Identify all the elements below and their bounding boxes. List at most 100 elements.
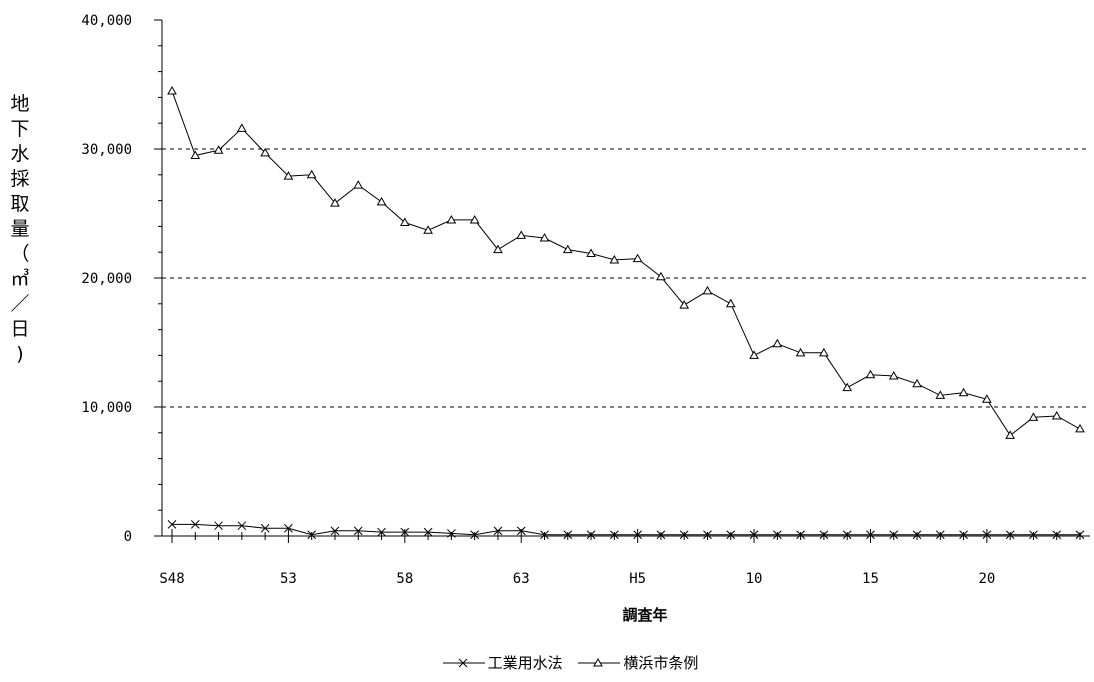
data-point-yokohama <box>772 338 783 348</box>
x-marker-stroke <box>214 521 223 531</box>
data-point-yokohama <box>749 350 759 359</box>
data-point-industrial <box>1052 530 1062 540</box>
x-marker-stroke <box>190 520 200 529</box>
legend-triangle-marker-icon <box>578 657 621 666</box>
y-axis-label-char: ) <box>16 343 24 365</box>
x-marker-stroke <box>563 530 573 540</box>
tick-labels: 0 10,000 20,000 30,000 40,000 S48 53 58 63 H5 10 15… <box>81 13 995 587</box>
legend-item-yokohama: 横浜市条例 <box>577 652 698 673</box>
data-point-yokohama <box>353 180 364 189</box>
x-tick-label: 53 <box>280 571 297 587</box>
data-point-industrial <box>959 530 968 540</box>
data-point-industrial <box>516 526 526 536</box>
data-point-yokohama <box>656 271 666 281</box>
data-point-yokohama <box>842 382 853 392</box>
data-point-yokohama <box>1051 411 1062 420</box>
data-point-industrial <box>796 530 805 540</box>
x-marker-stroke <box>284 523 293 533</box>
data-point-industrial <box>982 530 992 540</box>
x-marker-stroke <box>679 530 689 540</box>
y-axis-label-char: ／ <box>10 293 30 315</box>
x-marker-stroke <box>167 520 177 529</box>
data-point-yokohama <box>190 150 201 159</box>
data-point-industrial <box>633 530 642 540</box>
x-marker-stroke <box>1005 530 1015 540</box>
data-point-yokohama <box>586 248 596 257</box>
data-point-industrial <box>540 530 549 540</box>
y-axis-label-char: 採 <box>10 168 30 190</box>
data-point-industrial <box>260 523 270 533</box>
data-point-industrial <box>214 521 223 531</box>
data-point-industrial <box>935 530 945 540</box>
x-marker-stroke <box>633 530 642 540</box>
data-point-industrial <box>190 520 200 529</box>
data-point-industrial <box>1029 530 1038 540</box>
data-point-yokohama <box>167 85 177 95</box>
x-marker-stroke <box>377 527 386 537</box>
data-point-yokohama <box>632 253 643 263</box>
data-point-yokohama <box>702 285 713 295</box>
x-marker-stroke <box>656 530 666 540</box>
data-point-yokohama <box>446 214 457 224</box>
data-point-yokohama <box>865 369 876 379</box>
data-point-industrial <box>1005 530 1015 540</box>
x-marker-stroke <box>330 526 340 536</box>
gridlines <box>162 148 1090 408</box>
y-axis-label-char: 地 <box>10 93 30 115</box>
data-point-industrial <box>447 529 456 538</box>
x-marker-stroke <box>819 530 829 540</box>
data-point-yokohama <box>819 347 829 357</box>
data-point-industrial <box>749 530 759 540</box>
legend-item-industrial: 工業用水法 <box>442 652 563 673</box>
x-tick-label: H5 <box>629 571 646 587</box>
data-point-yokohama <box>725 298 736 308</box>
data-point-industrial <box>610 530 619 540</box>
data-point-industrial <box>726 530 736 540</box>
y-axis-label-char: 日 <box>10 318 30 340</box>
x-marker-stroke <box>912 530 922 540</box>
x-marker-stroke <box>423 527 433 537</box>
y-tick-label: 0 <box>124 529 132 545</box>
y-tick-label: 20,000 <box>81 271 132 287</box>
x-marker-stroke <box>749 530 759 540</box>
x-tick-label: 15 <box>862 571 879 587</box>
data-point-yokohama <box>376 196 387 206</box>
data-point-yokohama <box>423 225 433 234</box>
data-point-yokohama <box>399 217 410 227</box>
data-point-yokohama <box>1005 430 1016 439</box>
data-point-yokohama <box>1028 412 1039 421</box>
data-point-yokohama <box>679 300 690 309</box>
series-group <box>167 85 1085 540</box>
data-point-industrial <box>842 530 852 540</box>
y-axis-label-char: 水 <box>10 143 30 165</box>
data-point-industrial <box>866 530 875 540</box>
x-tick-label: 10 <box>746 571 763 587</box>
data-point-industrial <box>563 530 573 540</box>
x-marker-stroke <box>516 526 526 536</box>
data-point-yokohama <box>236 123 247 132</box>
axes <box>154 19 1090 543</box>
data-point-yokohama <box>306 169 317 179</box>
x-marker-stroke <box>772 530 782 540</box>
series-line-industrial <box>172 523 1080 536</box>
data-point-industrial <box>307 530 317 540</box>
x-marker-stroke <box>842 530 852 540</box>
data-point-yokohama <box>260 147 270 157</box>
x-marker-stroke <box>260 523 270 533</box>
data-point-industrial <box>400 527 410 537</box>
data-point-yokohama <box>516 230 527 239</box>
data-point-industrial <box>819 530 829 540</box>
data-point-industrial <box>493 526 503 536</box>
x-marker-stroke <box>400 527 410 537</box>
data-point-industrial <box>423 527 433 537</box>
x-axis-label: 調査年 <box>622 606 668 624</box>
data-point-yokohama <box>493 244 503 254</box>
data-point-industrial <box>377 527 386 537</box>
data-point-yokohama <box>1075 423 1085 433</box>
x-marker-stroke <box>889 530 899 540</box>
legend-label-industrial: 工業用水法 <box>487 654 563 672</box>
data-point-industrial <box>586 530 596 540</box>
data-point-yokohama <box>888 371 899 380</box>
legend-label-yokohama: 横浜市条例 <box>623 654 699 672</box>
